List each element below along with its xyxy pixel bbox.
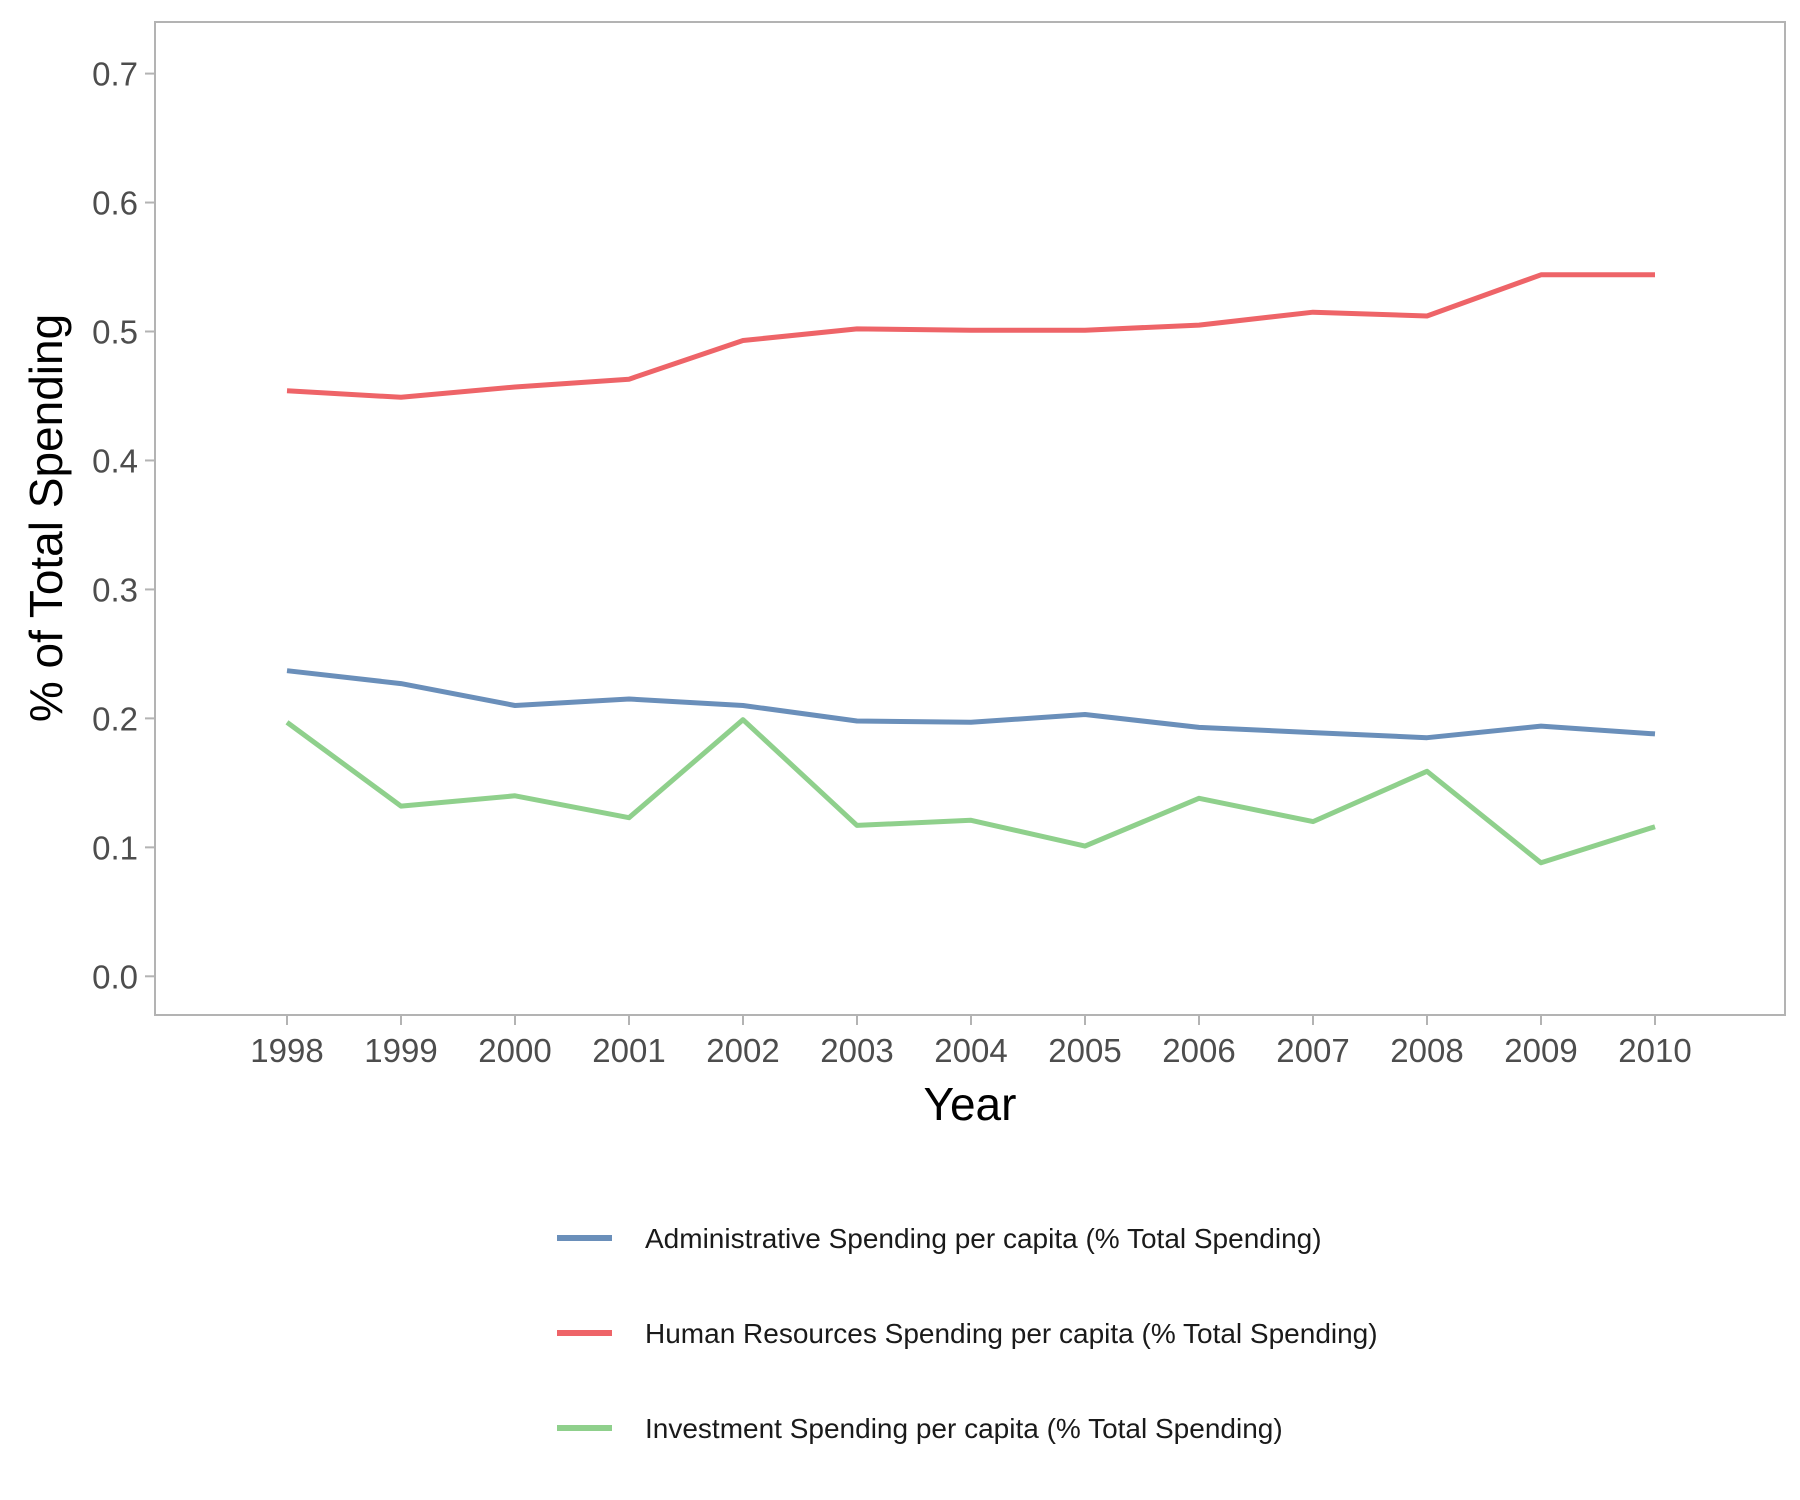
y-tick-label: 0.5 xyxy=(92,314,138,351)
x-axis: 1998 1999 2000 2001 2002 2003 2004 2005 2006 2007… xyxy=(250,1015,1692,1069)
series-line-0 xyxy=(286,668,1656,741)
y-tick-label: 0.1 xyxy=(92,829,138,866)
x-tick-label: 2004 xyxy=(934,1032,1007,1069)
x-tick-label: 2000 xyxy=(478,1032,551,1069)
series-line-2 xyxy=(285,717,1656,866)
y-tick-label: 0.6 xyxy=(92,185,138,222)
y-tick-label: 0.0 xyxy=(92,958,138,995)
series-lines xyxy=(285,272,1656,866)
x-tick-label: 2008 xyxy=(1390,1032,1463,1069)
series-line-1 xyxy=(286,272,1655,400)
y-tick-label: 0.4 xyxy=(92,442,138,479)
x-tick-label: 2001 xyxy=(592,1032,665,1069)
x-tick-label: 2010 xyxy=(1618,1032,1691,1069)
y-axis-title: % of Total Spending xyxy=(20,314,72,722)
legend-label-2: Investment Spending per capita (% Total … xyxy=(645,1413,1283,1444)
legend-label-0: Administrative Spending per capita (% To… xyxy=(645,1223,1322,1254)
plot-panel xyxy=(154,21,1786,1016)
y-tick-label: 0.2 xyxy=(92,700,138,737)
y-axis: 0.0 0.1 0.2 0.3 0.4 0.5 0.6 0.7 xyxy=(92,56,155,995)
x-axis-title: Year xyxy=(924,1078,1017,1130)
x-tick-label: 2007 xyxy=(1276,1032,1349,1069)
y-tick-label: 0.7 xyxy=(92,56,138,93)
x-tick-label: 2009 xyxy=(1504,1032,1577,1069)
x-tick-label: 1999 xyxy=(364,1032,437,1069)
x-tick-label: 1998 xyxy=(250,1032,323,1069)
legend: Administrative Spending per capita (% To… xyxy=(557,1223,1378,1444)
x-tick-label: 2002 xyxy=(706,1032,779,1069)
x-tick-label: 2006 xyxy=(1162,1032,1235,1069)
x-tick-label: 2005 xyxy=(1048,1032,1121,1069)
x-tick-label: 2003 xyxy=(820,1032,893,1069)
legend-label-1: Human Resources Spending per capita (% T… xyxy=(645,1318,1378,1349)
y-tick-label: 0.3 xyxy=(92,571,138,608)
